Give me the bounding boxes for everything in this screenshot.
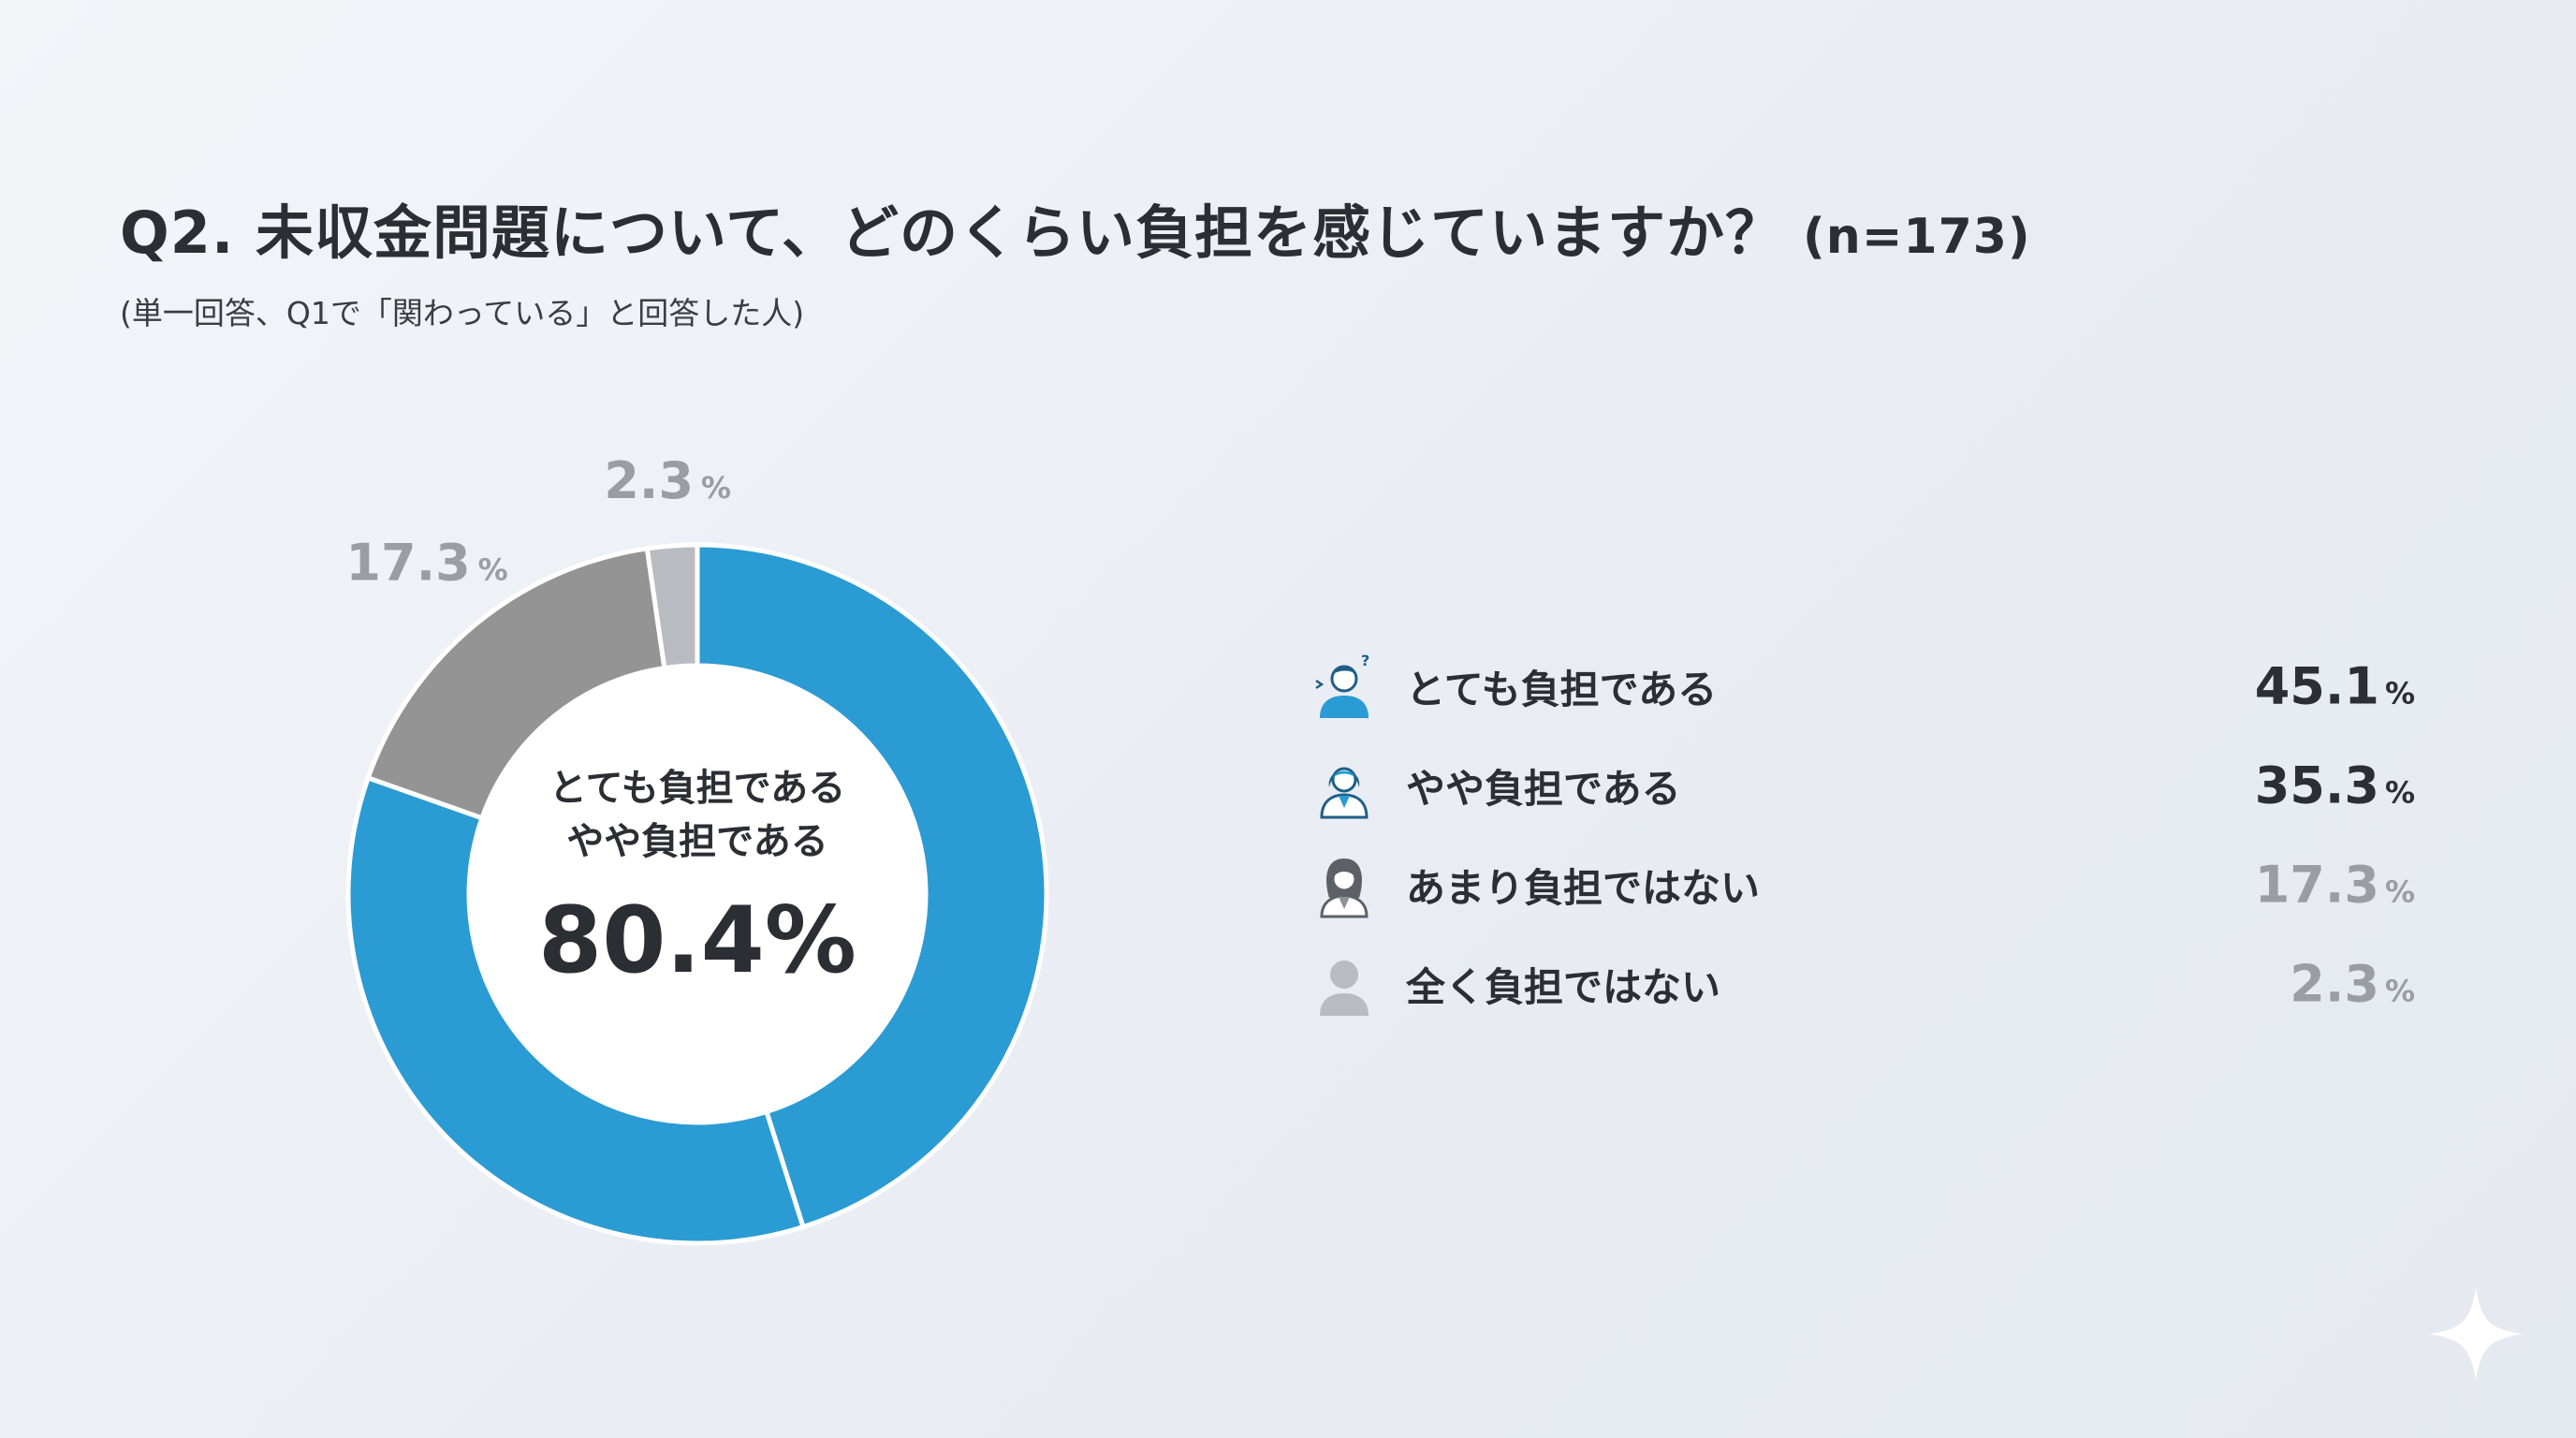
donut-hole: [469, 666, 926, 1123]
legend-value: 45.1%: [2255, 657, 2415, 716]
legend-item: 全く負担ではない 2.3%: [1310, 934, 2415, 1034]
long-hair-woman-icon: [1320, 858, 1368, 918]
svg-text:?: ?: [1361, 653, 1369, 669]
legend-label: 全く負担ではない: [1406, 963, 1721, 1010]
chart-title-text: Q2. 未収金問題について、どのくらい負担を感じていますか？: [120, 198, 1785, 267]
chart-subtitle: (単一回答、Q1で「関わっている」と回答した人): [120, 295, 805, 331]
donut-chart: 17.3 % 2.3% とても負担である やや負担である 80.4%: [345, 451, 1049, 1246]
center-label-line1: とても負担である: [549, 767, 845, 810]
legend-item: ? とても負担である 45.1%: [1310, 637, 2415, 736]
legend-value-unit: %: [2384, 774, 2415, 811]
donut-outer-label: 2.3%: [604, 451, 731, 510]
stressed-person-icon: ?: [1315, 653, 1369, 718]
legend-item: やや負担である 35.3%: [1310, 736, 2415, 835]
donut-outer-label: 17.3%: [345, 534, 507, 593]
sample-size: (n=173): [1803, 209, 2031, 265]
legend-label: あまり負担ではない: [1406, 864, 1761, 911]
legend-value: 2.3%: [2290, 955, 2415, 1014]
legend-value: 17.3%: [2255, 856, 2415, 915]
legend-value-unit: %: [2384, 973, 2415, 1009]
legend-value-number: 17.3: [2254, 855, 2379, 915]
legend-value: 35.3%: [2255, 756, 2415, 815]
donut-slice: [695, 542, 1049, 1230]
legend-label: やや負担である: [1406, 765, 1681, 812]
chart-title: Q2. 未収金問題について、どのくらい負担を感じていますか？ (n=173): [120, 185, 2031, 270]
donut-slices: [345, 542, 1049, 1246]
legend-value-number: 35.3: [2254, 756, 2379, 815]
woman-icon: [1320, 767, 1368, 819]
sparkle-icon: [2429, 1287, 2523, 1381]
donut-outer-labels: 17.3 % 2.3%: [345, 451, 731, 592]
center-label-line2: やや負担である: [566, 820, 828, 863]
legend-item: あまり負担ではない 17.3%: [1310, 835, 2415, 934]
center-total-value: 80.4%: [538, 888, 856, 994]
legend-value-number: 2.3: [2290, 954, 2379, 1014]
legend-value-unit: %: [2384, 873, 2415, 910]
legend-label: とても負担である: [1406, 666, 1718, 712]
legend: ? とても負担である 45.1% やや負担である 35.3%: [1310, 637, 2415, 1034]
generic-person-icon: [1320, 961, 1368, 1016]
legend-value-number: 45.1: [2254, 656, 2379, 716]
legend-value-unit: %: [2384, 675, 2415, 712]
